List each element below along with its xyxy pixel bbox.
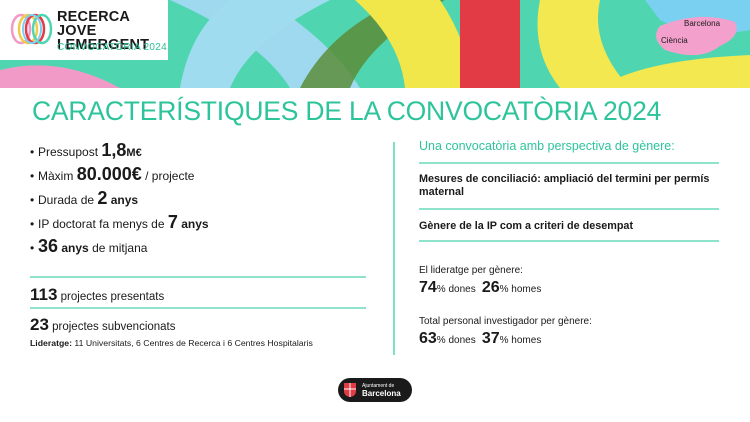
header-banner: [0, 0, 750, 88]
max-label: Màxim: [38, 169, 74, 183]
staff-women-unit: % dones: [436, 335, 476, 346]
list-item-average: • 36 anys de mitjana: [30, 236, 148, 256]
page-title: CARACTERÍSTIQUES DE LA CONVOCATÒRIA 2024: [32, 96, 662, 126]
program-logo: RECERCA JOVE I EMERGENT CONVOCATÒRIA 202…: [0, 0, 168, 60]
city-small-text: Ajuntament de: [362, 383, 395, 389]
measure-conciliation: Mesures de conciliació: ampliació del te…: [419, 173, 710, 198]
leadership-note-text: 11 Universitats, 6 Centres de Recerca i …: [74, 338, 313, 348]
logo-line1: RECERCA JOVE: [57, 9, 130, 39]
presented-stat: 113 projectes presentats: [30, 285, 164, 305]
budget-label: Pressupost: [38, 145, 99, 159]
features-list: • Pressupost 1,8M€ • Màxim 80.000€ / proje…: [30, 138, 370, 258]
staff-men-value: 37: [481, 330, 500, 347]
divider: [30, 276, 366, 278]
logo-line2: I EMERGENT: [57, 37, 150, 53]
staff-gender-values: 63% dones 37% homes: [419, 330, 541, 348]
tag-ciencia: Ciència: [661, 36, 688, 45]
leadership-note: Lideratge: 11 Universitats, 6 Centres de…: [30, 338, 313, 348]
leadership-men-value: 26: [481, 279, 500, 296]
shield-icon: [344, 383, 356, 397]
city-council-logo: Ajuntament de Barcelona: [338, 378, 412, 402]
divider: [419, 208, 719, 210]
tag-barcelona: Barcelona: [684, 19, 721, 28]
leadership-women-unit: % dones: [436, 284, 476, 295]
max-value: 80.000€: [76, 164, 142, 184]
duration-value: 2: [97, 188, 108, 208]
budget-value: 1,8: [101, 140, 127, 160]
ip-unit: anys: [181, 217, 209, 231]
gender-heading: Una convocatòria amb perspectiva de gène…: [419, 139, 675, 153]
funded-label: projectes subvencionats: [52, 321, 176, 333]
presented-label: projectes presentats: [60, 291, 165, 303]
leadership-men-unit: % homes: [499, 284, 542, 295]
logo-rings-icon: [10, 13, 53, 45]
logo-subtitle: CONVOCATÒRIA 2024: [57, 42, 167, 53]
staff-women-value: 63: [419, 330, 437, 347]
list-item-duration: • Durada de 2 anys: [30, 188, 139, 208]
avg-unit: anys: [61, 241, 89, 255]
avg-value: 36: [38, 236, 59, 256]
leadership-gender-label: El lideratge per gènere:: [419, 265, 523, 276]
duration-unit: anys: [110, 193, 139, 207]
ip-label: IP doctorat fa menys de: [38, 217, 165, 231]
funded-stat: 23 projectes subvencionats: [30, 315, 176, 335]
max-suffix: / projecte: [145, 169, 195, 183]
leadership-gender-values: 74% dones 26% homes: [419, 279, 541, 297]
logo-title: RECERCA JOVE I EMERGENT: [57, 9, 168, 53]
column-divider: [393, 142, 395, 355]
avg-suffix: de mitjana: [92, 241, 148, 255]
leadership-note-label: Lideratge:: [30, 338, 72, 348]
staff-gender-label: Total personal investigador per gènere:: [419, 316, 592, 327]
presented-value: 113: [30, 285, 58, 304]
ip-value: 7: [167, 212, 178, 232]
budget-unit: M€: [126, 147, 142, 159]
leadership-women-value: 74: [419, 279, 437, 296]
funded-value: 23: [30, 315, 49, 334]
list-item-ip: • IP doctorat fa menys de 7 anys: [30, 212, 209, 232]
list-item-budget: • Pressupost 1,8M€: [30, 140, 142, 160]
list-item-max: • Màxim 80.000€ / projecte: [30, 164, 195, 184]
divider: [419, 240, 719, 242]
duration-label: Durada de: [38, 193, 95, 207]
measure-tiebreak: Gènere de la IP com a criteri de desempa…: [419, 220, 634, 232]
city-big-text: Barcelona: [362, 389, 401, 398]
divider: [419, 162, 719, 164]
staff-men-unit: % homes: [499, 335, 542, 346]
divider: [30, 307, 366, 309]
